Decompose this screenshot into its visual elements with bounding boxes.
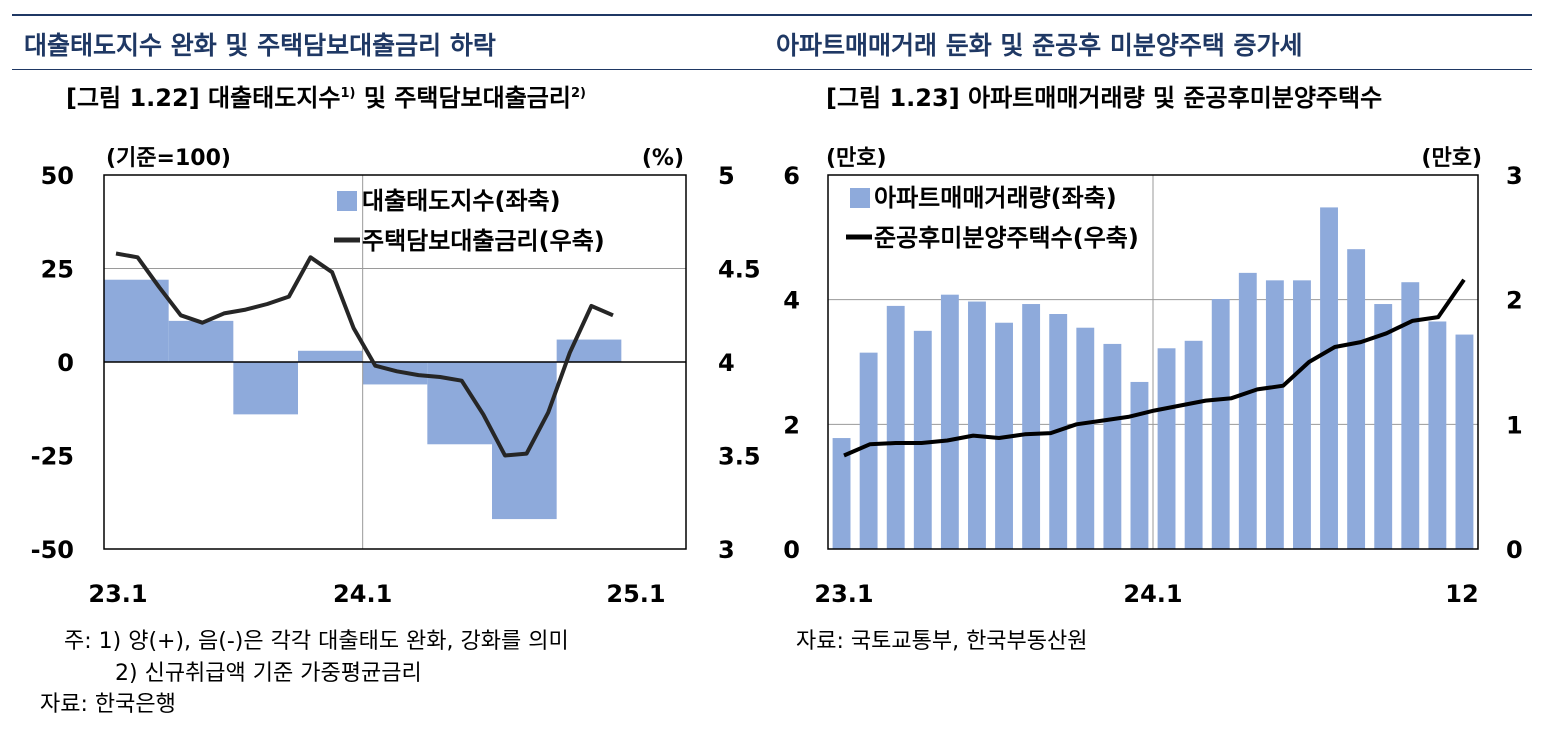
legend-bar-label: 대출태도지수(좌축)	[362, 187, 561, 215]
rate-line	[115, 251, 614, 458]
y-right-tick: 0	[1506, 536, 1523, 564]
left-figure-title-footnote-1: 1)	[340, 86, 356, 101]
legend-bar-label: 아파트매매거래량(좌축)	[874, 184, 1117, 212]
header-divider	[12, 69, 1532, 70]
bar-3	[913, 330, 932, 549]
bar-0	[832, 438, 851, 549]
bar-23	[1455, 334, 1474, 549]
plot-frame	[103, 174, 687, 550]
bar-4	[940, 294, 959, 549]
y-right-tick: 3.5	[718, 443, 761, 471]
right-chart: 6 4 2 0 3 2 1 0 23.1 24.1 12 (만호) (만호) 아파트매매거래량(좌축) 준공…	[783, 146, 1523, 608]
y-right-tick: 4.5	[718, 256, 761, 284]
bar-10	[1103, 343, 1122, 549]
bar-14	[1211, 299, 1230, 549]
x-tick: 24.1	[1123, 580, 1182, 608]
y-left-tick: -50	[31, 536, 74, 564]
bar-6	[492, 362, 557, 520]
y-left-tick: 6	[783, 162, 800, 190]
bar-13	[1184, 340, 1203, 549]
bar-19	[1347, 249, 1366, 549]
bar-7	[1022, 304, 1041, 549]
unsold-line	[843, 278, 1466, 458]
y-right-tick: 5	[718, 162, 735, 190]
bar-18	[1320, 207, 1338, 549]
bar-9	[1076, 327, 1095, 549]
y-right-tick: 4	[718, 349, 735, 377]
bar-1	[168, 320, 234, 362]
y-right-tick: 2	[1506, 287, 1523, 315]
left-note-1: 주: 1) 양(+), 음(-)은 각각 대출태도 완화, 강화를 의미	[64, 629, 569, 654]
y-right-tick: 3	[718, 536, 735, 564]
left-figure-title-main: [그림 1.22] 대출태도지수	[66, 84, 341, 112]
legend-bar-swatch	[850, 188, 870, 208]
x-tick: 25.1	[606, 580, 665, 608]
legend-line-label: 준공후미분양주택수(우축)	[874, 224, 1139, 252]
y-left-tick: 4	[783, 287, 800, 315]
x-tick: 23.1	[814, 580, 873, 608]
top-border	[12, 14, 1532, 16]
bar-16	[1265, 280, 1284, 549]
y-right-tick: 1	[1506, 411, 1523, 439]
left-source: 자료: 한국은행	[40, 692, 176, 717]
x-tick: 23.1	[88, 580, 147, 608]
y-left-tick: -25	[31, 443, 74, 471]
bar-11	[1130, 381, 1149, 549]
plot-frame	[827, 174, 1479, 550]
bar-22	[1428, 321, 1447, 549]
left-section-title: 대출태도지수 완화 및 주택담보대출금리 하락	[24, 31, 496, 60]
left-figure-title-middle: 및 주택담보대출금리	[355, 84, 571, 112]
y-left-tick: 0	[57, 349, 74, 377]
y-right-tick: 3	[1506, 162, 1523, 190]
left-figure-title-footnote-2: 2)	[570, 86, 586, 101]
right-figure-title: [그림 1.23] 아파트매매거래량 및 준공후미분양주택수	[826, 84, 1383, 112]
x-tick: 12	[1445, 580, 1478, 608]
y-left-tick: 25	[41, 256, 74, 284]
y-left-unit: (기준=100)	[106, 146, 231, 171]
y-left-tick: 0	[783, 536, 800, 564]
right-source: 자료: 국토교통부, 한국부동산원	[796, 629, 1088, 654]
y-right-unit: (%)	[642, 146, 684, 171]
legend-bar-swatch	[337, 191, 357, 211]
bar-12	[1157, 348, 1176, 549]
bar-3	[298, 350, 363, 362]
legend-line-label: 주택담보대출금리(우축)	[362, 227, 605, 255]
bar-0	[104, 279, 169, 362]
y-left-tick: 2	[783, 411, 800, 439]
bar-17	[1293, 280, 1311, 549]
y-left-unit: (만호)	[826, 146, 887, 171]
bar-2	[233, 362, 298, 415]
bar-5	[968, 301, 986, 549]
y-right-unit: (만호)	[1421, 146, 1482, 171]
x-tick: 24.1	[333, 580, 392, 608]
left-figure-title: [그림 1.22] 대출태도지수1) 및 주택담보대출금리2)	[66, 78, 586, 113]
bar-21	[1401, 282, 1420, 549]
bar-2	[886, 305, 905, 549]
left-note-2: 2) 신규취급액 기준 가중평균금리	[115, 661, 422, 686]
y-left-tick: 50	[41, 162, 74, 190]
bar-1	[859, 352, 878, 549]
left-chart: 50 25 0 -25 -50 5 4.5 4 3.5 3 23.1 24.1 25.1 (기준=100)…	[31, 146, 761, 608]
bar-15	[1238, 272, 1257, 549]
right-section-title: 아파트매매거래 둔화 및 준공후 미분양주택 증가세	[776, 31, 1303, 60]
bar-20	[1374, 304, 1393, 549]
